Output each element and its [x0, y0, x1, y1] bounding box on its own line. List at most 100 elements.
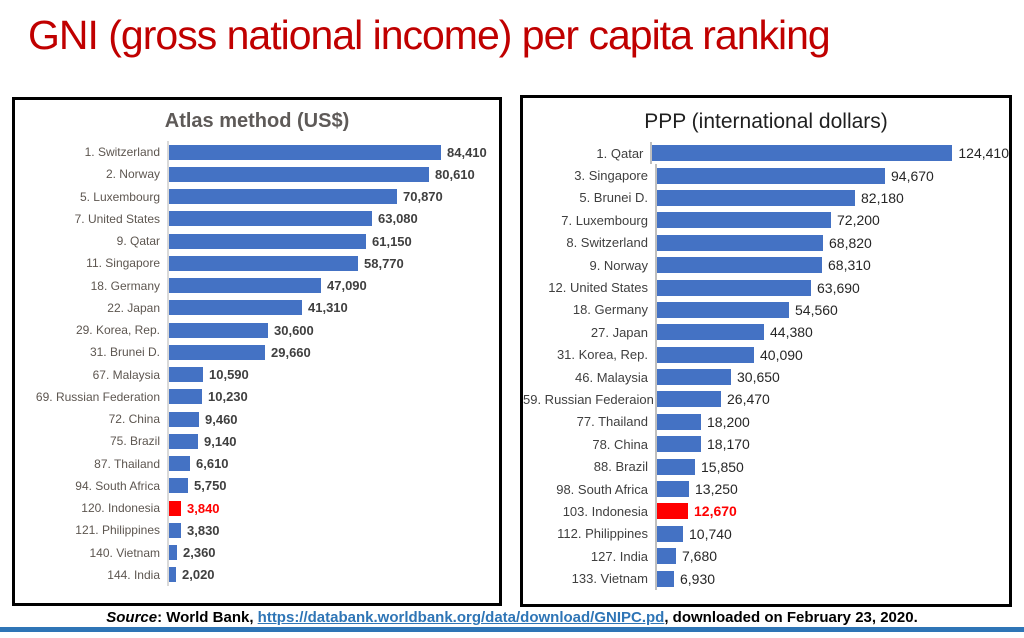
bar	[657, 189, 855, 206]
value-label: 2,360	[183, 545, 216, 561]
bar-track: 30,600	[167, 319, 499, 342]
category-label: 121. Philippines	[75, 523, 160, 538]
bar-track: 12,670	[655, 500, 1009, 523]
value-label: 10,230	[208, 389, 248, 405]
category-label: 112. Philippines	[557, 526, 648, 542]
category-label: 94. South Africa	[75, 478, 160, 493]
bar-row: 133. Vietnam 6,930	[523, 567, 1009, 590]
category-label: 46. Malaysia	[575, 369, 648, 385]
value-label: 7,680	[682, 548, 718, 565]
value-label: 26,470	[727, 391, 770, 408]
value-label: 10,590	[209, 367, 249, 383]
source-label: Source	[106, 609, 158, 626]
value-label: 9,140	[204, 433, 237, 449]
category-label: 1. Qatar	[596, 145, 644, 161]
category-label: 72. China	[108, 412, 160, 427]
category-label: 27. Japan	[590, 324, 648, 340]
bar-row: 9. Norway 68,310	[523, 253, 1009, 277]
category-label: 29. Korea, Rep.	[75, 323, 160, 338]
bar-row: 88. Brazil 15,850	[523, 455, 1009, 478]
bar	[169, 344, 265, 360]
bar-row: 120. Indonesia 3,840	[15, 497, 499, 520]
bar-track: 30,650	[655, 365, 1009, 389]
bottom-accent-line	[0, 627, 1024, 632]
bar-row: 31. Korea, Rep. 40,090	[523, 343, 1009, 366]
bar-track: 6,610	[167, 452, 499, 475]
bar-row: 27. Japan 44,380	[523, 321, 1009, 344]
bar	[169, 567, 176, 583]
bar	[169, 166, 429, 182]
bar-row: 75. Brazil 9,140	[15, 430, 499, 453]
bar-row: 11. Singapore 58,770	[15, 252, 499, 275]
bar-track: 47,090	[167, 274, 499, 297]
bar	[657, 301, 789, 318]
source-text-before-link: : World Bank,	[157, 609, 258, 626]
bar	[169, 411, 199, 427]
bar	[657, 167, 885, 184]
bar-track: 26,470	[655, 388, 1009, 411]
bar	[169, 367, 203, 383]
bar-row: 78. China 18,170	[523, 433, 1009, 456]
source-note: Source: World Bank, https://databank.wor…	[0, 608, 1024, 627]
bar-row: 67. Malaysia 10,590	[15, 363, 499, 386]
ppp-chart-title: PPP (international dollars)	[644, 110, 888, 133]
bar-row: 112. Philippines 10,740	[523, 522, 1009, 546]
category-label: 11. Singapore	[86, 256, 160, 271]
bar-track: 63,080	[167, 207, 499, 230]
category-label: 69. Russian Federation	[35, 389, 160, 404]
bar-row: 9. Qatar 61,150	[15, 230, 499, 253]
value-label: 18,200	[707, 413, 750, 430]
bar-row: 77. Thailand 18,200	[523, 410, 1009, 434]
bar-track: 3,830	[167, 519, 499, 542]
bar-row: 31. Brunei D. 29,660	[15, 341, 499, 364]
bar-track: 5,750	[167, 474, 499, 497]
highlighted-bar	[657, 503, 688, 520]
bar-track: 63,690	[655, 276, 1009, 299]
bar	[169, 389, 202, 405]
bar	[169, 255, 358, 271]
value-label: 124,410	[958, 145, 1009, 162]
bar-track: 10,740	[655, 522, 1009, 546]
bar-track: 72,200	[655, 209, 1009, 232]
bar	[657, 548, 676, 565]
bar-row: 98. South Africa 13,250	[523, 477, 1009, 501]
bar-row: 8. Switzerland 68,820	[523, 231, 1009, 254]
bar	[657, 391, 721, 408]
bar-track: 9,460	[167, 408, 499, 431]
value-label: 2,020	[182, 567, 215, 583]
bar-track: 44,380	[655, 321, 1009, 344]
value-label: 30,650	[737, 369, 780, 386]
bar-track: 54,560	[655, 298, 1009, 322]
value-label: 80,610	[435, 166, 475, 182]
source-link[interactable]: https://databank.worldbank.org/data/down…	[257, 609, 665, 626]
value-label: 84,410	[447, 144, 487, 160]
category-label: 1. Switzerland	[84, 145, 160, 160]
highlighted-bar	[169, 500, 181, 516]
bar-row: 127. India 7,680	[523, 545, 1009, 568]
category-label: 103. Indonesia	[562, 503, 648, 519]
category-label: 18. Germany	[572, 302, 648, 318]
category-label: 5. Brunei D.	[579, 190, 648, 206]
bar-row: 18. Germany 47,090	[15, 274, 499, 297]
category-label: 127. India	[590, 548, 648, 564]
bar	[657, 257, 822, 274]
value-label: 44,380	[770, 324, 813, 341]
value-label: 29,660	[271, 344, 311, 360]
bar-row: 12. United States 63,690	[523, 276, 1009, 299]
bar	[657, 212, 831, 229]
bar-track: 80,610	[167, 163, 499, 186]
value-label: 68,820	[829, 234, 872, 251]
bar-row: 22. Japan 41,310	[15, 296, 499, 319]
category-label: 67. Malaysia	[92, 367, 160, 382]
bar	[657, 481, 689, 498]
bar-track: 15,850	[655, 455, 1009, 478]
value-label: 70,870	[403, 189, 443, 205]
bar-track: 82,180	[655, 186, 1009, 210]
category-label: 88. Brazil	[593, 459, 648, 475]
category-label: 75. Brazil	[109, 434, 160, 449]
category-label: 87. Thailand	[94, 456, 160, 471]
bar-track: 13,250	[655, 477, 1009, 501]
bar-row: 2. Norway 80,610	[15, 163, 499, 186]
category-label: 22. Japan	[107, 300, 160, 315]
bar	[657, 369, 731, 386]
